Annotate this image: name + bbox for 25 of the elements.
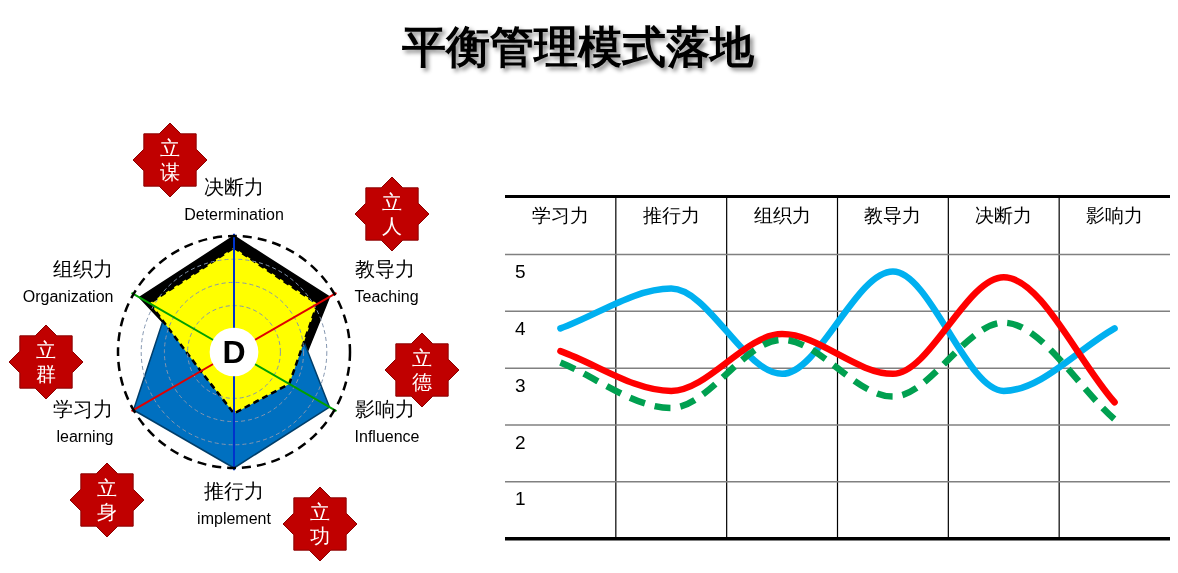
annotation: 立群 bbox=[36, 338, 56, 386]
y-tick-label: 3 bbox=[515, 374, 526, 396]
annotation: 立德 bbox=[412, 346, 432, 394]
y-tick-label: 1 bbox=[515, 488, 526, 510]
x-tick-label: 学习力 bbox=[531, 203, 589, 226]
category-label: 影响力 Influence bbox=[354, 396, 420, 445]
y-tick-label: 2 bbox=[515, 431, 526, 453]
annotation: D bbox=[222, 334, 246, 370]
category-label: 决断力 Determination bbox=[184, 175, 284, 224]
category-label: 组织力 Organization bbox=[22, 257, 114, 306]
annotation: 立谋 bbox=[160, 136, 180, 184]
annotation: 立身 bbox=[97, 476, 117, 524]
annotation: 立功 bbox=[310, 500, 330, 548]
category-label: 学习力 learning bbox=[53, 396, 114, 445]
annotation: 立人 bbox=[382, 190, 402, 238]
x-tick-label: 推行力 bbox=[642, 203, 700, 226]
x-tick-label: 组织力 bbox=[753, 203, 811, 226]
y-tick-label: 5 bbox=[515, 261, 526, 282]
y-tick-label: 4 bbox=[515, 317, 526, 339]
category-label: 推行力 implement bbox=[197, 478, 271, 527]
category-label: 教导力 Teaching bbox=[354, 257, 419, 306]
title: 平衡管理模式落地 bbox=[402, 21, 754, 72]
x-tick-label: 决断力 bbox=[975, 203, 1033, 226]
x-tick-label: 教导力 bbox=[864, 203, 922, 226]
x-tick-label: 影响力 bbox=[1086, 203, 1144, 226]
